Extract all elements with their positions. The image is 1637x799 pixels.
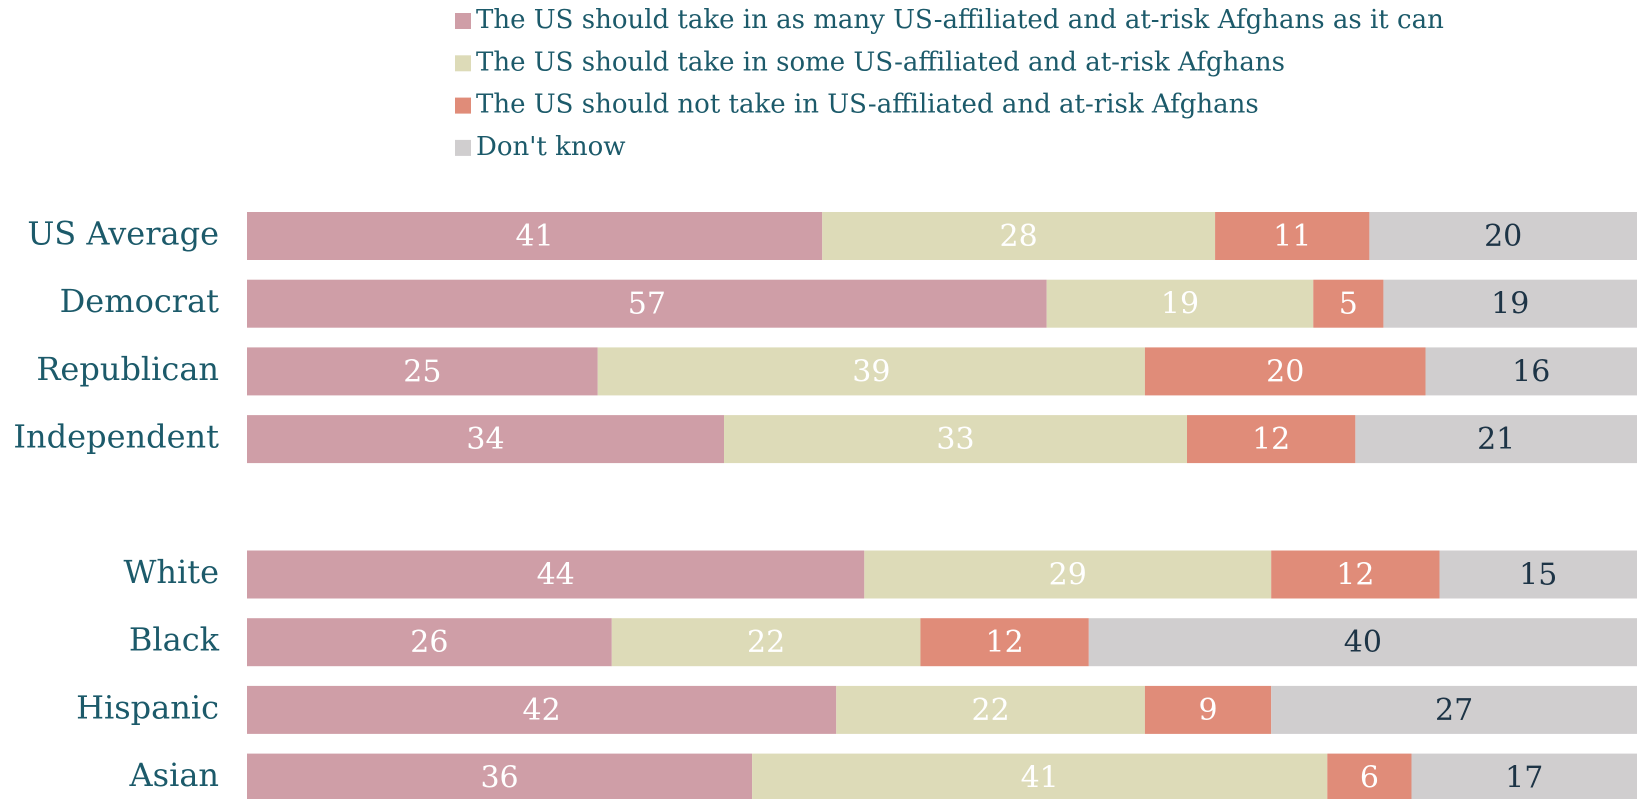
value-label: 41 <box>1021 761 1059 796</box>
value-label: 29 <box>1049 558 1087 593</box>
category-label: Democrat <box>60 282 220 320</box>
value-label: 34 <box>466 422 504 457</box>
value-label: 39 <box>852 354 890 389</box>
bar-segment <box>1271 685 1637 734</box>
bar-segment <box>1313 279 1384 328</box>
value-label: 5 <box>1339 287 1358 322</box>
value-label: 17 <box>1505 761 1543 796</box>
legend-swatch <box>455 55 471 72</box>
bar-segment <box>611 618 921 667</box>
value-label: 27 <box>1435 693 1473 728</box>
value-label: 12 <box>986 625 1024 660</box>
value-label: 11 <box>1273 219 1311 254</box>
value-label: 42 <box>523 693 561 728</box>
value-label: 19 <box>1491 287 1529 322</box>
legend-swatch <box>455 139 471 156</box>
bar-segment <box>1425 347 1637 396</box>
legend-swatch <box>455 13 471 29</box>
category-label: Republican <box>36 350 219 388</box>
value-label: 6 <box>1360 761 1379 796</box>
legend-label: The US should take in as many US-affilia… <box>476 5 1444 35</box>
bar-segment <box>247 685 837 734</box>
bar-segment <box>1144 685 1272 734</box>
value-label: 40 <box>1344 625 1382 660</box>
bar-segment <box>1144 347 1426 396</box>
bar-segment <box>864 550 1272 599</box>
legend-label: The US should take in some US-affiliated… <box>476 47 1285 77</box>
value-label: 57 <box>628 287 666 322</box>
bar-segment <box>247 347 598 396</box>
value-label: 21 <box>1477 422 1515 457</box>
bar-segment <box>1271 550 1440 599</box>
category-label: Black <box>129 621 220 659</box>
category-label: Asian <box>129 756 219 794</box>
bar-segment <box>822 212 1216 260</box>
category-label: White <box>123 553 219 591</box>
value-label: 20 <box>1266 354 1304 389</box>
value-label: 41 <box>516 219 554 254</box>
value-label: 36 <box>480 761 518 796</box>
bar-segment <box>247 618 612 667</box>
value-label: 44 <box>537 558 575 593</box>
value-label: 12 <box>1336 558 1374 593</box>
bar-segment <box>1327 753 1412 799</box>
bar-segment <box>247 415 725 464</box>
bar-segment <box>1187 415 1356 464</box>
value-label: 22 <box>971 693 1009 728</box>
value-label: 28 <box>1000 219 1038 254</box>
bar-segment <box>752 753 1328 799</box>
bar-segment <box>247 550 865 599</box>
legend-swatch <box>455 97 471 114</box>
value-label: 25 <box>403 354 441 389</box>
bar-segment <box>247 279 1047 328</box>
bar-segment <box>920 618 1089 667</box>
value-label: 15 <box>1519 558 1557 593</box>
bar-segment <box>1411 753 1637 799</box>
value-label: 9 <box>1199 693 1218 728</box>
value-label: 16 <box>1512 354 1550 389</box>
bar-segment <box>1215 212 1370 260</box>
value-label: 19 <box>1161 287 1199 322</box>
value-label: 26 <box>410 625 448 660</box>
bar-segment <box>1088 618 1637 667</box>
category-label: US Average <box>27 215 219 253</box>
bar-segment <box>597 347 1145 396</box>
value-label: 22 <box>747 625 785 660</box>
bar-segment <box>1355 415 1637 464</box>
category-label: Hispanic <box>76 688 219 726</box>
legend-label: The US should not take in US-affiliated … <box>476 90 1259 120</box>
bar-segment <box>247 212 823 260</box>
legend-label: Don't know <box>476 132 626 162</box>
bar-segment <box>724 415 1188 464</box>
category-label: Independent <box>13 418 219 456</box>
value-label: 33 <box>936 422 974 457</box>
bar-segment <box>1439 550 1637 599</box>
bar-segment <box>1383 279 1637 328</box>
bar-segment <box>1369 212 1637 260</box>
value-label: 12 <box>1252 422 1290 457</box>
value-label: 20 <box>1484 219 1522 254</box>
bar-segment <box>836 685 1145 734</box>
bar-segment <box>1046 279 1314 328</box>
bar-segment <box>247 753 753 799</box>
